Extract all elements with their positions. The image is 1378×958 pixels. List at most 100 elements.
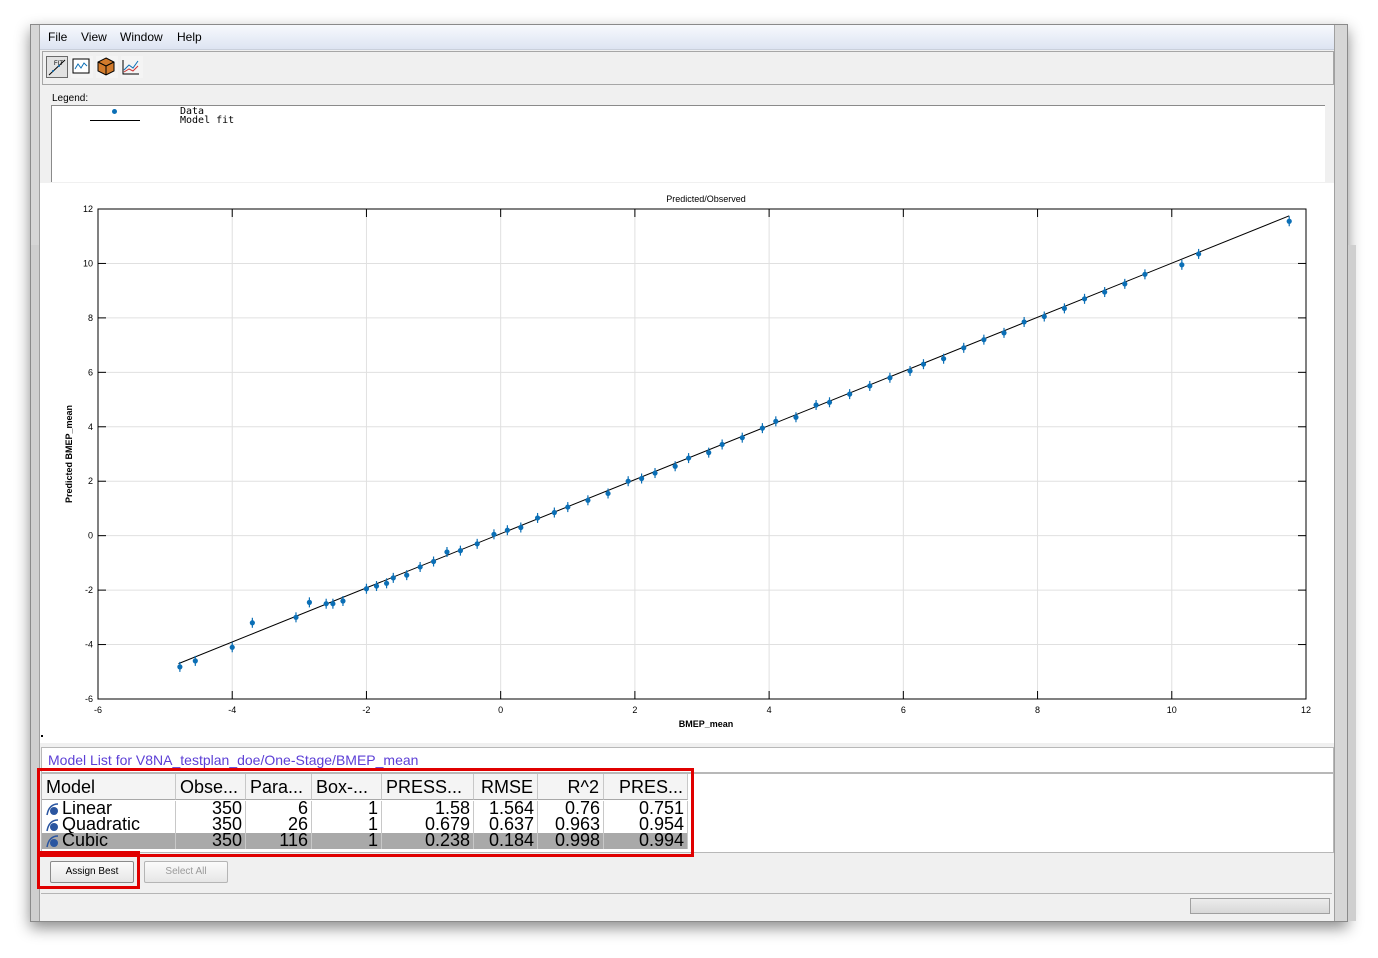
x-tick-label: 8 <box>1035 705 1040 715</box>
column-header[interactable]: Box-... <box>312 774 382 800</box>
data-point <box>1196 251 1202 257</box>
menu-bar: File View Window Help <box>40 25 1334 50</box>
table-cell: 1 <box>312 817 382 833</box>
splitter-dot <box>41 735 43 737</box>
data-point <box>293 614 299 620</box>
x-tick-label: 4 <box>767 705 772 715</box>
app-window: File View Window Help FIT Legend: Data <box>30 24 1356 922</box>
data-point <box>759 425 766 431</box>
assign-best-button[interactable]: Assign Best <box>50 861 134 883</box>
y-tick-label: -2 <box>85 585 93 595</box>
data-point <box>1081 296 1088 302</box>
data-point <box>1122 281 1128 287</box>
data-point <box>417 564 423 570</box>
toolbar: FIT <box>42 51 1334 85</box>
data-point <box>177 664 183 670</box>
data-point <box>430 558 437 565</box>
data-point <box>323 601 329 607</box>
data-point <box>1041 313 1047 320</box>
data-point <box>1142 271 1148 277</box>
data-point <box>1001 330 1007 336</box>
y-tick-label: 6 <box>88 367 93 377</box>
data-point <box>907 368 913 374</box>
column-header[interactable]: PRES... <box>604 774 688 800</box>
column-header[interactable]: Para... <box>246 774 312 800</box>
legend-box: Data Model fit <box>51 105 1325 182</box>
column-header[interactable]: R^2 <box>538 774 604 800</box>
table-cell: 116 <box>246 833 312 849</box>
table-row[interactable] <box>42 833 688 849</box>
table-cell: 0.954 <box>604 817 688 833</box>
table-cell: 350 <box>176 817 246 833</box>
data-point <box>1061 305 1067 311</box>
plot-axes-box <box>97 208 1307 700</box>
x-tick-label: 0 <box>498 705 503 715</box>
data-point <box>534 515 541 521</box>
data-point <box>639 475 645 482</box>
column-header[interactable]: PRESS... <box>382 774 474 800</box>
data-point <box>1179 262 1185 268</box>
y-tick-label: -6 <box>85 694 93 704</box>
window-right-edge <box>1348 245 1356 921</box>
y-tick-label: 12 <box>83 204 93 214</box>
table-cell: 1 <box>312 801 382 817</box>
data-point <box>491 531 497 537</box>
column-header[interactable]: RMSE <box>474 774 538 800</box>
table-cell: 350 <box>176 801 246 817</box>
data-point <box>373 583 380 589</box>
model-list-title: Model List for V8NA_testplan_doe/One-Sta… <box>48 752 419 768</box>
column-header[interactable]: Model <box>42 774 176 800</box>
x-tick-label: 12 <box>1301 705 1311 715</box>
table-cell: 0.637 <box>474 817 538 833</box>
window-left-edge <box>31 245 39 921</box>
table-cell: 0.184 <box>474 833 538 849</box>
select-all-button[interactable]: Select All <box>144 861 228 883</box>
data-point <box>457 548 463 554</box>
data-point <box>867 383 873 389</box>
table-cell: 1.58 <box>382 801 474 817</box>
data-point <box>652 470 658 476</box>
menu-view[interactable]: View <box>81 30 107 44</box>
data-point <box>813 402 819 408</box>
table-cell: 350 <box>176 833 246 849</box>
data-point <box>847 391 853 397</box>
data-point <box>920 361 927 367</box>
y-tick-label: 4 <box>88 422 93 432</box>
y-tick-label: -4 <box>85 640 93 650</box>
line-plot-icon[interactable] <box>121 56 143 78</box>
data-point <box>474 541 480 547</box>
data-point <box>773 418 779 424</box>
table-cell: 0.238 <box>382 833 474 849</box>
menu-file[interactable]: File <box>48 30 68 44</box>
column-header[interactable]: Obse... <box>176 774 246 800</box>
data-point <box>706 450 712 456</box>
data-point <box>551 509 557 516</box>
data-point <box>719 441 725 448</box>
model-table-area: Model Obse... Para... Box-... PRESS... RMSE R^… <box>41 773 1334 853</box>
y-tick-label: 10 <box>83 258 93 268</box>
data-point <box>625 478 631 484</box>
model-name-cell: Cubic <box>42 833 176 849</box>
x-tick-label: -6 <box>94 705 102 715</box>
x-tick-label: 2 <box>632 705 637 715</box>
status-bar <box>41 893 1332 916</box>
model-type-icon <box>46 835 59 848</box>
data-point <box>887 375 893 381</box>
table-cell: 0.963 <box>538 817 604 833</box>
menu-help[interactable]: Help <box>177 30 202 44</box>
data-point <box>685 455 692 461</box>
fit-plot-icon[interactable]: FIT <box>46 56 68 78</box>
menu-window[interactable]: Window <box>120 30 163 44</box>
legend-entry-model-fit: Model fit <box>180 115 235 126</box>
data-point <box>249 620 255 626</box>
data-point <box>306 599 312 605</box>
data-point <box>444 549 450 555</box>
model-type-icon <box>46 803 59 816</box>
status-progress-field <box>1190 898 1330 914</box>
response-plot-icon[interactable] <box>71 56 93 78</box>
data-point <box>340 598 346 604</box>
data-point <box>565 504 571 510</box>
data-point <box>793 414 799 420</box>
window-content: File View Window Help FIT Legend: Data <box>37 25 1335 921</box>
cube-icon[interactable] <box>96 56 118 78</box>
